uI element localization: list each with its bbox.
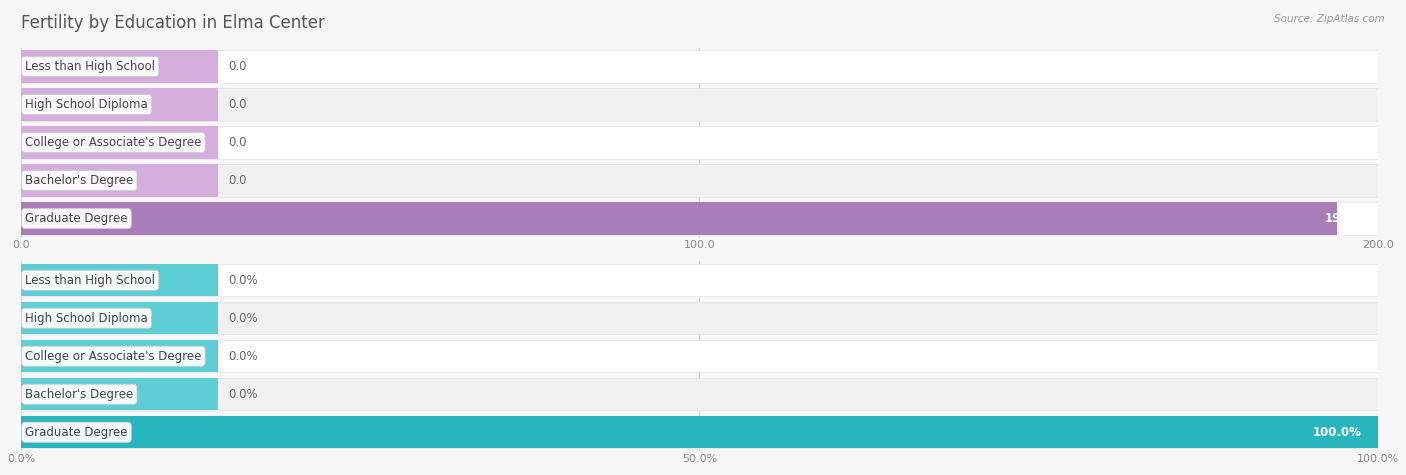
Bar [21, 88, 1378, 121]
Text: Less than High School: Less than High School [25, 60, 155, 73]
Bar [21, 416, 1378, 448]
Text: 0.0: 0.0 [229, 60, 247, 73]
Text: 0.0%: 0.0% [229, 312, 259, 325]
Text: 100.0%: 100.0% [1313, 426, 1361, 439]
Text: 0.0: 0.0 [229, 98, 247, 111]
Bar [21, 416, 1378, 448]
Text: Bachelor's Degree: Bachelor's Degree [25, 174, 134, 187]
Bar [21, 202, 1378, 235]
Text: 0.0: 0.0 [229, 136, 247, 149]
Text: Graduate Degree: Graduate Degree [25, 212, 128, 225]
Text: 194.0: 194.0 [1324, 212, 1361, 225]
Bar [21, 126, 218, 159]
Text: College or Associate's Degree: College or Associate's Degree [25, 350, 201, 363]
Text: 0.0: 0.0 [229, 174, 247, 187]
Bar [21, 164, 1378, 197]
Bar [21, 340, 1378, 372]
Bar [21, 302, 1378, 334]
Text: 0.0%: 0.0% [229, 350, 259, 363]
Text: High School Diploma: High School Diploma [25, 98, 148, 111]
Text: Less than High School: Less than High School [25, 274, 155, 287]
Text: High School Diploma: High School Diploma [25, 312, 148, 325]
Text: Fertility by Education in Elma Center: Fertility by Education in Elma Center [21, 14, 325, 32]
Text: Graduate Degree: Graduate Degree [25, 426, 128, 439]
Text: 0.0%: 0.0% [229, 388, 259, 401]
Bar [21, 302, 218, 334]
Bar [21, 50, 218, 83]
Bar [21, 202, 1337, 235]
Text: Source: ZipAtlas.com: Source: ZipAtlas.com [1274, 14, 1385, 24]
Text: Bachelor's Degree: Bachelor's Degree [25, 388, 134, 401]
Bar [21, 50, 1378, 83]
Bar [21, 264, 1378, 296]
Text: 0.0%: 0.0% [229, 274, 259, 287]
Bar [21, 164, 218, 197]
Bar [21, 340, 218, 372]
Bar [21, 88, 218, 121]
Bar [21, 378, 1378, 410]
Bar [21, 126, 1378, 159]
Bar [21, 378, 218, 410]
Bar [21, 264, 218, 296]
Text: College or Associate's Degree: College or Associate's Degree [25, 136, 201, 149]
